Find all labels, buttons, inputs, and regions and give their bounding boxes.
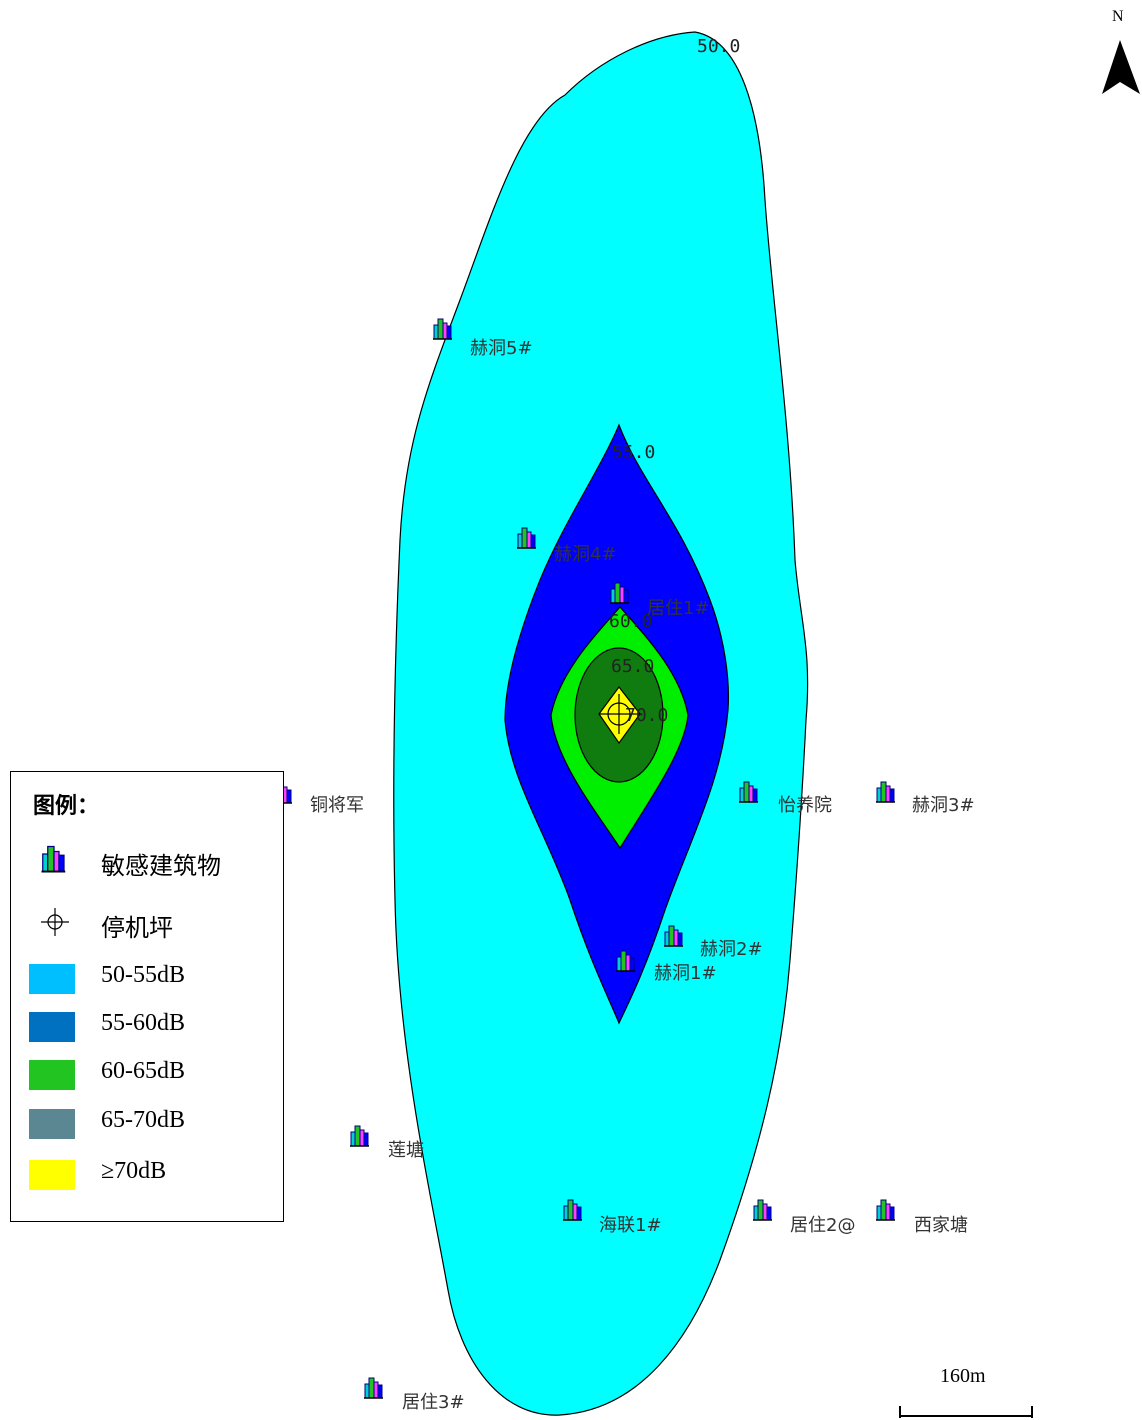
legend-label: 60-65dB bbox=[101, 1058, 185, 1084]
legend-label: 50-55dB bbox=[101, 962, 185, 988]
north-label: N bbox=[1112, 8, 1124, 25]
building-juzhu2: 居住2@ bbox=[752, 1199, 855, 1236]
legend-item-building: 敏感建筑物 bbox=[11, 844, 281, 884]
building-label: 西家塘 bbox=[914, 1215, 968, 1236]
legend-item-65-70: 65-70dB bbox=[11, 1105, 281, 1145]
contour-label-60: 60.0 bbox=[609, 611, 652, 632]
building-hedong2: 赫洞2# bbox=[663, 925, 763, 960]
building-icon bbox=[40, 845, 67, 873]
helipad-icon bbox=[41, 908, 69, 936]
contour-label-50: 50.0 bbox=[697, 36, 740, 57]
contour-label-65: 65.0 bbox=[611, 656, 654, 677]
building-icon bbox=[432, 318, 453, 340]
legend-swatch bbox=[29, 1012, 75, 1042]
contour-label-70: 70.0 bbox=[625, 705, 668, 726]
building-liantang: 莲塘 bbox=[349, 1125, 424, 1161]
legend-item-50-55: 50-55dB bbox=[11, 960, 281, 1000]
building-label: 居住2@ bbox=[790, 1215, 855, 1236]
contour-label-55: 55.0 bbox=[612, 442, 655, 463]
building-hedong4: 赫洞4# bbox=[516, 527, 617, 565]
scale-bar bbox=[899, 1406, 1033, 1418]
building-hedong3: 赫洞3# bbox=[875, 781, 975, 816]
building-label: 海联1# bbox=[599, 1215, 662, 1236]
building-icon bbox=[363, 1377, 384, 1399]
building-hailian1: 海联1# bbox=[562, 1199, 662, 1236]
building-hedong1: 赫洞1# bbox=[615, 950, 717, 984]
helipad-icon bbox=[599, 694, 639, 734]
building-yiyangyuan: 怡养院 bbox=[738, 781, 832, 816]
building-icon bbox=[752, 1199, 773, 1221]
building-label: 居住3# bbox=[402, 1392, 465, 1413]
north-arrow-icon bbox=[1102, 40, 1140, 94]
building-tongjiangjun: 铜将军 bbox=[272, 782, 364, 816]
building-label: 赫洞2# bbox=[700, 939, 763, 960]
building-label: 赫洞5# bbox=[470, 338, 533, 359]
scale-label: 160m bbox=[940, 1365, 986, 1387]
building-label: 莲塘 bbox=[388, 1140, 424, 1161]
building-label: 赫洞4# bbox=[554, 544, 617, 565]
building-icon bbox=[875, 1199, 896, 1221]
building-label: 铜将军 bbox=[310, 795, 364, 816]
legend-swatch bbox=[29, 1109, 75, 1139]
legend-item-70-plus: ≥70dB bbox=[11, 1156, 281, 1196]
legend-item-55-60: 55-60dB bbox=[11, 1008, 281, 1048]
building-icon bbox=[349, 1125, 370, 1147]
building-xijiatang: 西家塘 bbox=[875, 1199, 968, 1236]
legend-item-helipad: 停机坪 bbox=[11, 906, 281, 946]
legend-swatch bbox=[29, 964, 75, 994]
building-icon bbox=[875, 781, 896, 803]
legend-label: 敏感建筑物 bbox=[101, 852, 221, 880]
legend: 图例： 敏感建筑物 停机坪 50-55dB 55-60dB 60-65dB 65… bbox=[10, 771, 284, 1222]
building-juzhu3: 居住3# bbox=[363, 1377, 465, 1413]
building-label: 赫洞1# bbox=[654, 963, 717, 984]
building-label: 居住1# bbox=[647, 598, 710, 619]
legend-swatch bbox=[29, 1160, 75, 1190]
legend-label: 65-70dB bbox=[101, 1107, 185, 1133]
legend-title: 图例： bbox=[33, 794, 100, 819]
legend-label: ≥70dB bbox=[101, 1158, 167, 1184]
building-juzhu1: 居住1# bbox=[609, 582, 710, 619]
legend-label: 停机坪 bbox=[101, 914, 173, 942]
legend-label: 55-60dB bbox=[101, 1010, 185, 1036]
legend-item-60-65: 60-65dB bbox=[11, 1056, 281, 1096]
building-label: 怡养院 bbox=[778, 795, 832, 816]
building-label: 赫洞3# bbox=[912, 795, 975, 816]
legend-swatch bbox=[29, 1060, 75, 1090]
building-hedong5: 赫洞5# bbox=[432, 318, 533, 359]
